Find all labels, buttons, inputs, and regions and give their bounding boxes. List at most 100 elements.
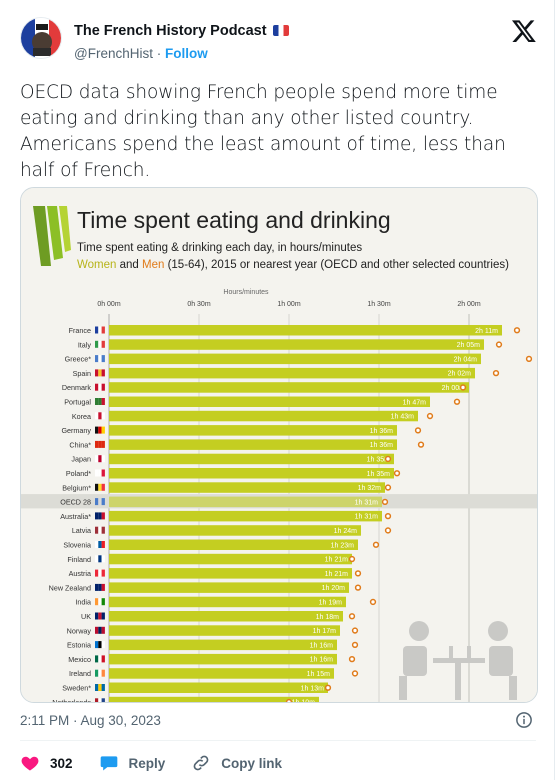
flag-icon [98,583,102,591]
legend-and: and [120,259,142,271]
flag-icon [95,684,99,691]
bar-women [109,396,430,407]
bar-value-label: 2h 00m [442,385,466,392]
info-icon[interactable] [515,711,533,729]
flag-icon [95,598,99,606]
tweet-text: OECD data showing French people spend mo… [20,82,506,181]
flag-icon [101,698,105,702]
copy-link-button[interactable]: Copy link [191,753,282,773]
flag-icon [101,569,105,577]
legend-women: Women [77,259,120,271]
chart-row: OECD 28 1h 31m [21,494,537,509]
bar-value-label: 1h 16m [310,642,334,649]
chart-row: Australia* 1h 31m [60,510,392,522]
flag-icon [98,684,102,691]
category-label: Germany [61,426,91,435]
flag-icon [98,483,102,491]
reply-bubble-icon [100,756,117,771]
men-marker [384,455,392,463]
author-name[interactable]: The French History Podcast [74,23,289,39]
like-button[interactable]: 302 [20,753,73,773]
chart-row: Poland* 1h 35m [66,468,401,479]
category-label: Mexico [68,655,91,664]
bar-women [109,539,358,550]
flag-icon [101,512,105,520]
men-marker [459,384,467,391]
reply-button[interactable]: Reply [99,753,166,773]
author-handle[interactable]: @FrenchHist [74,46,153,61]
flag-icon [98,698,102,702]
bar-women [109,325,502,336]
flag-icon [95,369,99,377]
bar-value-label: 1h 16m [310,657,334,664]
reply-label: Reply [128,755,166,771]
flag-icon [98,369,102,377]
chart-row: Estonia 1h 16m [67,639,359,651]
flag-icon [101,469,105,477]
separator-dot: · [156,46,162,61]
bar-value-label: 1h 19m [319,600,343,607]
category-label: Norway [67,626,92,635]
men-marker [513,327,521,334]
bar-women [109,367,475,379]
x-logo-icon[interactable] [511,18,537,44]
flag-icon [95,626,99,634]
flag-icon [95,455,99,463]
flag-icon [98,440,102,448]
flag-icon [95,340,99,348]
link-icon [193,755,209,771]
legend-men: Men [142,259,168,271]
flag-icon [98,555,102,563]
flag-icon [101,684,105,691]
chart-row: Spain 2h 02m [73,367,500,379]
men-marker [351,670,359,677]
chart-row: Finland 1h 21m [67,553,356,565]
flag-icon [95,526,99,534]
men-marker [495,341,503,348]
flag-icon [101,398,105,405]
flag-icon [101,426,105,434]
follow-button[interactable]: Follow [165,46,208,61]
men-marker [285,698,293,702]
flag-icon [98,469,102,477]
flag-icon [95,326,99,334]
category-label: Estonia [67,641,91,650]
bar-value-label: 1h 36m [370,428,394,435]
bar-women [109,611,343,622]
chart-subtitle-line2: Women and Men (15-64), 2015 or nearest y… [77,259,509,271]
flag-icon [98,598,102,606]
tweet-timestamp[interactable]: 2:11 PM · Aug 30, 2023 [20,713,161,728]
men-marker [384,527,392,534]
flag-icon [98,455,102,463]
flag-icon [98,655,102,663]
bar-women [109,582,349,593]
flag-icon [98,498,102,506]
category-label: Slovenia [63,541,91,550]
bar-value-label: 1h 23m [331,542,355,549]
handle-row: @FrenchHist · Follow [74,46,208,61]
flag-icon [98,426,102,434]
chart-row: UK 1h 18m [81,611,356,622]
category-label: OECD 28 [60,498,91,507]
men-marker [324,684,332,691]
flag-icon [98,641,102,649]
divider [20,740,536,741]
category-label: India [75,598,91,607]
flag-icon [95,655,99,663]
category-label: China* [69,440,91,449]
chart-row: New Zealand 1h 20m [49,582,362,593]
tweet-image[interactable]: Time spent eating and drinking Time spen… [20,187,538,703]
bar-women [109,353,481,365]
chart-row: Italy 2h 05m [78,339,503,350]
author-avatar[interactable] [20,17,62,59]
flag-icon [98,612,102,620]
flag-icon [101,598,105,606]
bar-value-label: 2h 04m [454,356,478,363]
chart-row: India 1h 19m [75,596,377,608]
flag-icon [95,612,99,620]
flag-icon [101,541,105,548]
category-label: Austria [69,569,91,578]
x-tick-label: 1h 30m [367,301,391,308]
category-label: Denmark [62,383,92,392]
flag-icon [101,355,105,363]
